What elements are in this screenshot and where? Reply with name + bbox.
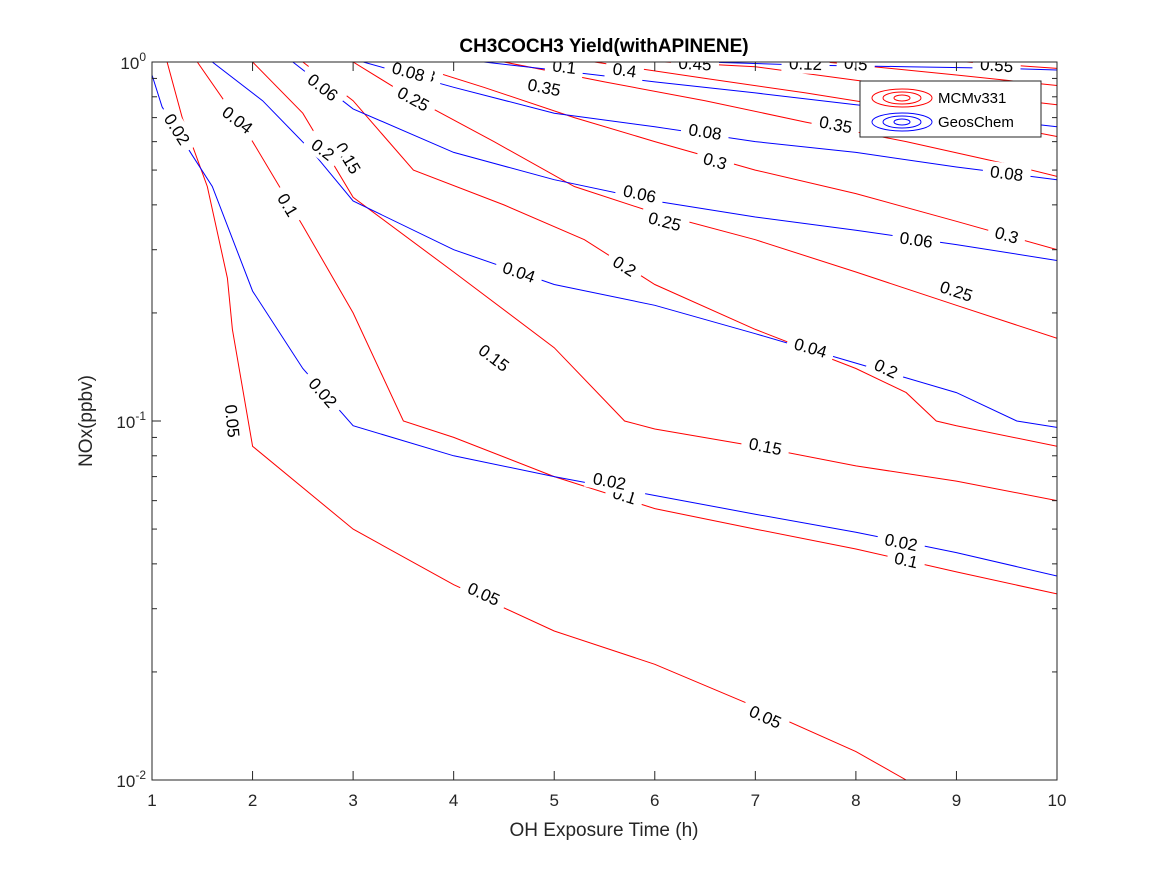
contour-label-gap — [891, 226, 942, 254]
contour-label-gap — [679, 118, 731, 145]
contour-label-gap — [220, 396, 245, 446]
contour-label-0.45: 0.45 — [670, 54, 720, 75]
legend-contour-symbol — [893, 118, 911, 126]
contour-label-gap — [781, 62, 830, 75]
legend-label: GeosChem — [938, 114, 1014, 131]
contour-label-gap — [604, 62, 645, 83]
contour-label-text: 0.05 — [221, 404, 243, 439]
contour-label-0.08: 0.08 — [679, 118, 731, 145]
contour-label-gap — [155, 103, 199, 155]
contour-label-0.08: 0.08 — [981, 160, 1032, 187]
contour-label-gap — [493, 254, 545, 290]
contour-label-gap — [327, 132, 370, 184]
legend-contour-symbol — [882, 91, 922, 105]
contour-label-text: 0.55 — [979, 55, 1013, 76]
x-tick-label: 10 — [1048, 791, 1067, 810]
contour-label-gap — [614, 178, 666, 209]
contour-label-gap — [985, 220, 1028, 250]
contour-label-gap — [457, 574, 510, 614]
contour-label-gap — [544, 62, 585, 79]
contour-label-0.06: 0.06 — [891, 226, 942, 254]
contour-label-gap — [981, 160, 1032, 187]
contour-label-0.05: 0.05 — [220, 396, 245, 446]
contour-label-gap — [387, 78, 440, 119]
contour-label-gap — [603, 247, 646, 285]
x-axis-label: OH Exposure Time (h) — [510, 820, 699, 841]
contour-label-text: 0.12 — [789, 54, 823, 74]
contour-label-gap — [810, 110, 862, 139]
x-tick-label: 1 — [147, 791, 156, 810]
contour-label-gap — [299, 367, 347, 418]
mcm-contour-0.15 — [252, 62, 1057, 502]
chart-title: CH3COCH3 Yield(withAPINENE) — [459, 36, 748, 57]
contour-label-gap — [875, 527, 927, 557]
legend-box — [859, 80, 1042, 138]
y-tick-label: 10-2 — [116, 768, 146, 791]
contour-label-text: 0.45 — [678, 54, 712, 75]
contour-label-gap — [930, 274, 983, 309]
legend: MCMv331 GeosChem — [859, 80, 1042, 138]
y-axis-label: NOx(ppbv) — [76, 375, 97, 467]
contour-label-gap — [784, 331, 837, 365]
legend-entry-geoschem: GeosChem — [871, 112, 1014, 132]
legend-label: MCMv331 — [938, 90, 1006, 107]
contour-label-0.12: 0.12 — [781, 54, 830, 75]
contour-label-0.4: 0.4 — [604, 59, 645, 83]
contour-label-gap — [694, 146, 737, 176]
contour-labels: 0.050.050.050.10.10.10.150.150.150.20.20… — [155, 54, 1032, 736]
geoschem-contour-0.02 — [152, 74, 1057, 577]
x-tick-label: 8 — [851, 791, 860, 810]
legend-entry-mcmv331: MCMv331 — [871, 88, 1006, 108]
x-tick-label: 4 — [449, 791, 458, 810]
contour-label-gap — [301, 130, 345, 170]
contour-label-gap — [584, 466, 635, 496]
contour-label-gap — [972, 62, 1022, 77]
y-tick-label: 10-1 — [116, 409, 146, 432]
contour-label-gap — [670, 62, 720, 75]
contour-label-text: 0.4 — [611, 59, 637, 81]
contour-label-text: 0.1 — [551, 56, 577, 78]
x-tick-label: 3 — [348, 791, 357, 810]
axis-ticks: 1 2 3 4 5 6 7 8 9 10 10-2 10-1 100 — [116, 50, 1066, 810]
contour-label-text: 0.08 — [687, 120, 723, 144]
legend-contour-symbol — [871, 88, 933, 108]
x-tick-label: 2 — [248, 791, 257, 810]
legend-contour-symbol — [882, 115, 922, 129]
contour-label-0.06: 0.06 — [297, 64, 348, 110]
mcm-contour-0.2 — [302, 62, 1057, 447]
contour-label-gap — [864, 351, 908, 386]
contour-label-text: 0.08 — [989, 162, 1024, 185]
contour-label-text: 0.06 — [898, 228, 933, 252]
contour-label-gap — [297, 64, 348, 110]
contour-label-gap — [739, 431, 791, 461]
contour-label-0.1: 0.1 — [544, 56, 585, 79]
x-tick-label: 5 — [549, 791, 558, 810]
contour-label-0.55: 0.55 — [972, 55, 1022, 77]
contour-label-gap — [468, 335, 520, 381]
contour-label-gap — [382, 62, 435, 88]
legend-contour-symbol — [871, 112, 933, 132]
x-tick-label: 9 — [952, 791, 961, 810]
x-tick-label: 7 — [751, 791, 760, 810]
contour-label-gap — [639, 205, 691, 238]
contour-label-gap — [739, 697, 792, 736]
contour-label-gap — [269, 183, 307, 227]
x-tick-label: 6 — [650, 791, 659, 810]
y-tick-label: 100 — [120, 50, 146, 73]
legend-contour-symbol — [893, 94, 911, 102]
contour-label-0.35: 0.35 — [810, 110, 862, 139]
contour-label-0.02: 0.02 — [584, 466, 635, 496]
contour-label-0.15: 0.15 — [739, 431, 791, 461]
plot-area — [152, 62, 1057, 780]
geoschem-contour-0.12 — [705, 62, 1057, 71]
contour-label-gap — [518, 72, 570, 102]
contour-label-gap — [212, 97, 263, 143]
